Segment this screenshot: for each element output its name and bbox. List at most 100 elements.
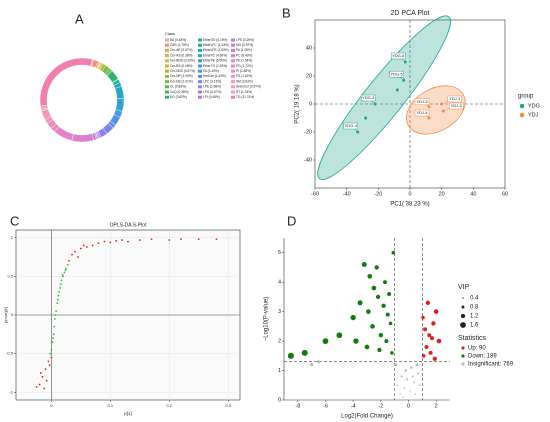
point [383,280,387,285]
panel-label: C [10,213,19,228]
point [68,260,70,262]
x-tick-label: -2 [378,403,383,409]
point [431,321,436,326]
point [53,325,56,328]
legend-swatch [231,48,235,52]
legend-label: Down: 189 [468,354,497,360]
legend-swatch [198,54,202,58]
point [413,381,415,384]
point [353,338,359,344]
legend-label: FA (3.44%) [203,69,219,73]
legend-label: BA (0.48%) [170,38,186,42]
point [38,383,41,386]
legend-swatch [198,38,202,42]
label-box [360,94,376,102]
point [377,347,382,353]
point [63,271,66,274]
point [427,333,432,338]
point [310,363,314,367]
y-tick-label: -0.5 [6,351,14,356]
point [364,344,370,350]
y-tick-label: 1 [11,235,14,240]
legend-swatch [198,64,202,68]
legend-label: EtherTG (2.39%) [203,64,227,68]
legend-label: CAR (1.75%) [170,43,189,47]
point [61,273,64,276]
point [428,350,433,355]
legend-label: LPC (3.15%) [203,79,221,83]
x-tick-label: 0 [408,191,411,197]
y-tick-label: 40 [306,45,312,51]
point [350,314,356,321]
legend-swatch [198,48,202,52]
legend-swatch [165,74,169,78]
point [409,390,411,392]
y-axis-label: PC2( 19.18 %) [295,84,301,123]
point [50,356,53,359]
point [60,279,63,282]
point [58,290,60,293]
point [367,273,373,279]
point [430,336,434,341]
point [384,339,389,344]
point [403,387,406,390]
point [361,261,367,268]
legend-label: LPG (0.67%) [203,90,221,94]
point [436,338,442,344]
donut-segment [114,85,125,99]
legend-swatch [165,43,169,47]
legend-label: LPS (0.29%) [236,38,254,42]
panel-label: B [282,5,291,20]
point [423,327,428,332]
y-tick-label: 0 [309,101,312,107]
point [52,337,55,340]
point-label: YDJ-3 [416,99,428,104]
point [56,302,59,305]
legend-label: Cer-AS (0.38%) [170,53,193,57]
x-tick-label: 0.3 [225,403,231,408]
point [378,333,383,338]
legend-size [460,322,466,328]
legend-swatch [198,85,202,89]
legend-label: CL (0.86%) [170,85,186,89]
legend-label: YDG [528,103,540,109]
legend-swatch [165,95,169,99]
point [180,238,182,241]
point [71,253,73,256]
panel-label: D [287,213,296,228]
legend-label: HexCer (1.43%) [203,74,226,78]
point [391,250,396,255]
legend-label: Cer-BS (0.48%) [170,64,193,68]
x-axis-label: p[1] [124,411,132,416]
point [91,244,94,247]
legend-label: PA (1.05%) [236,48,252,52]
x-tick-label: -8 [295,403,300,409]
legend-size [460,313,466,319]
legend-label: DG (3.82%) [170,95,187,99]
point-label: YDJ-4 [416,110,428,115]
legend-label: 1.2 [470,314,479,320]
legend-swatch [165,38,169,42]
legend-label: PI (2.48%) [236,69,251,73]
legend-marker [519,112,525,118]
x-tick-label: -6 [323,403,328,409]
point [424,345,429,349]
legend-swatch [165,69,169,73]
x-tick-label: 0.2 [166,403,172,408]
y-tick-label: 20 [306,73,312,79]
legend-swatch [198,74,202,78]
point [59,287,62,289]
point-label: YDG-4 [345,123,358,128]
confidence-ellipse [317,15,451,180]
point-label: YDG-3 [362,95,375,100]
point-label: YDJ-1 [449,96,461,101]
legend-swatch [231,43,235,47]
x-tick-label: -20 [374,191,382,197]
legend-marker [519,103,525,109]
chart-title: OPLS-DA S-Plot [110,222,147,228]
point [357,300,363,306]
point [168,239,171,241]
legend-swatch [165,85,169,89]
y-tick-label: 3 [278,309,281,315]
